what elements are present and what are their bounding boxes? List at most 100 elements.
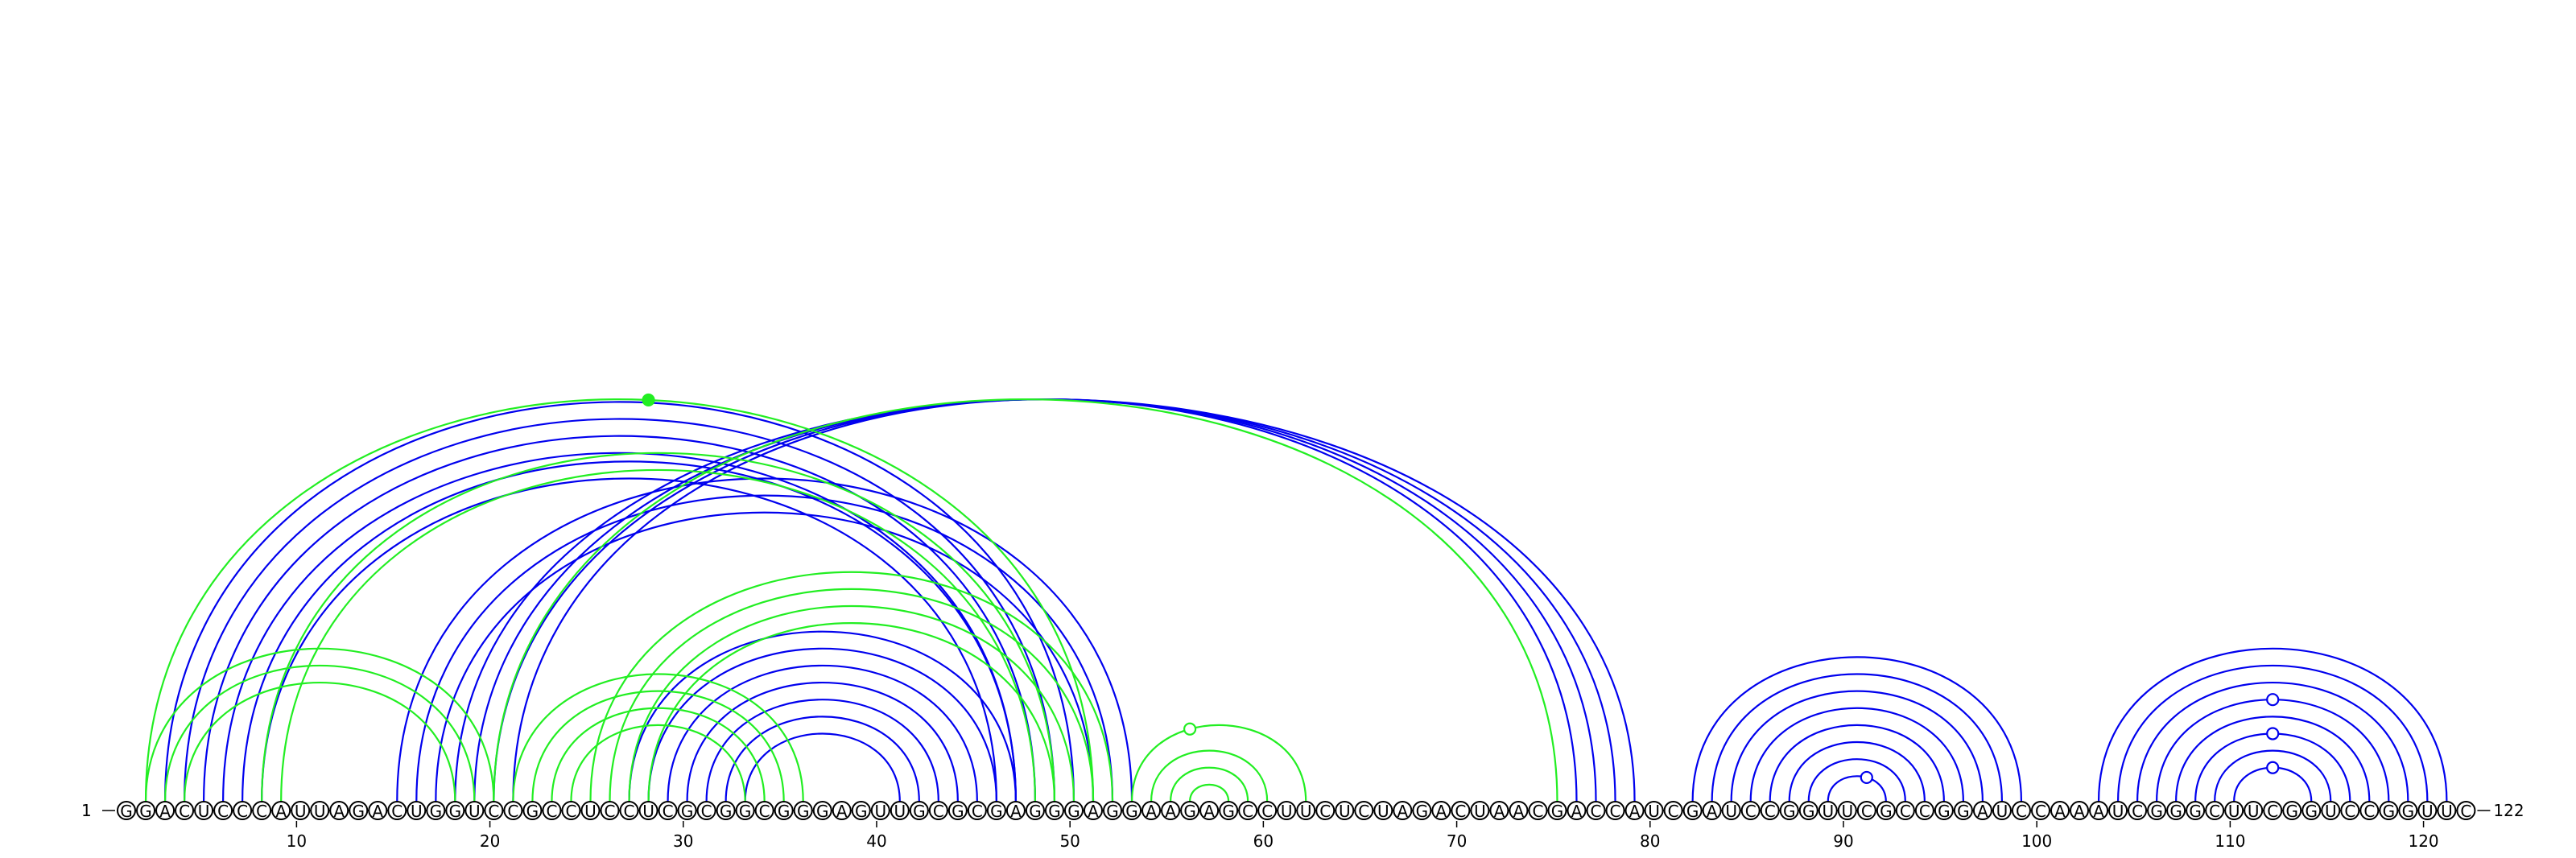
nucleotide-letter: G [1029, 802, 1042, 821]
nucleotide-letter: G [2189, 802, 2202, 821]
base-pair-arc [628, 630, 1018, 802]
nucleotide-letter: G [1067, 802, 1080, 821]
nucleotide-letter: G [855, 802, 868, 821]
nucleotide: A [329, 801, 349, 821]
arc-marker [2266, 761, 2280, 774]
nucleotide: C [387, 801, 407, 821]
nucleotide-letter: C [1900, 802, 1911, 821]
nucleotide-circle [1876, 801, 1896, 820]
nucleotide-circle [542, 801, 562, 820]
nucleotide: G [117, 801, 136, 821]
nucleotide: C [2456, 801, 2476, 821]
nucleotide-circle [890, 801, 910, 820]
nucleotide-circle [117, 801, 136, 820]
base-pair-arc [686, 681, 959, 802]
nucleotide-letter: C [1591, 802, 1602, 821]
nucleotide-letter: G [681, 802, 694, 821]
base-pair-arc [163, 665, 476, 802]
nucleotide: A [1199, 801, 1220, 821]
nucleotide: A [1567, 801, 1587, 821]
nucleotide: A [1624, 801, 1645, 821]
nucleotide-letter: A [1707, 802, 1718, 821]
base-pair-arc [724, 716, 920, 802]
base-pair-arc [667, 665, 978, 802]
nucleotide-circle [2282, 801, 2302, 820]
nucleotide: C [2359, 801, 2380, 821]
nucleotide-circle [812, 801, 832, 820]
axis-tick-label: 10 [287, 831, 307, 851]
nucleotide-circle [1624, 801, 1645, 820]
nucleotide-circle [1528, 801, 1548, 820]
nucleotide-circle [1257, 801, 1278, 820]
nucleotide: C [542, 801, 562, 821]
nucleotide: C [1605, 801, 1625, 821]
nucleotide-circle [1779, 801, 1799, 820]
base-pair-arc [589, 571, 1114, 802]
nucleotide-letter: A [159, 802, 171, 821]
base-pair-arc [396, 477, 1133, 802]
nucleotide-letter: G [2306, 802, 2318, 821]
nucleotide-letter: G [1880, 802, 1893, 821]
nucleotide-circle [774, 801, 794, 820]
nucleotide-circle [2263, 801, 2283, 820]
nucleotide: C [1760, 801, 1780, 821]
nucleotide-circle [793, 801, 813, 820]
base-pair-arc [647, 622, 1056, 802]
axis-tick-label: 100 [2021, 831, 2052, 851]
nucleotide: U [580, 801, 601, 821]
nucleotide-circle [2359, 801, 2380, 820]
nucleotide: U [291, 801, 311, 821]
nucleotide-circle [1238, 801, 1258, 820]
nucleotide: A [832, 801, 852, 821]
nucleotide: U [1992, 801, 2012, 821]
nucleotide-circle [1025, 801, 1045, 820]
nucleotide: U [1296, 801, 1316, 821]
nucleotide-circle [716, 801, 736, 820]
nucleotide-letter: C [2460, 802, 2471, 821]
nucleotide: U [1277, 801, 1297, 821]
nucleotide: C [1895, 801, 1915, 821]
nucleotide-letter: G [1802, 802, 1815, 821]
nucleotide-circle [445, 801, 465, 820]
nucleotide-letter: U [1648, 802, 1660, 821]
nucleotide-circle [851, 801, 871, 820]
nucleotide-letter: C [1861, 802, 1872, 821]
nucleotide-circle [1760, 801, 1780, 820]
base-pair-arc [2116, 665, 2429, 802]
nucleotide: U [2437, 801, 2457, 821]
base-pair-arcs [144, 398, 2448, 802]
nucleotide: C [561, 801, 581, 821]
nucleotide-circle [2224, 801, 2244, 820]
nucleotide-circle [1199, 801, 1220, 820]
nucleotide-letter: C [507, 802, 518, 821]
base-pair-arc [531, 690, 785, 802]
nucleotide: U [870, 801, 890, 821]
nucleotide-letter: C [488, 802, 499, 821]
nucleotide-letter: G [1783, 802, 1796, 821]
nucleotide-circle [561, 801, 581, 820]
base-pair-arc [570, 724, 746, 802]
nucleotide: U [1837, 801, 1857, 821]
nucleotide-circle [136, 801, 156, 820]
nucleotide: U [1373, 801, 1393, 821]
nucleotide-circle [735, 801, 755, 820]
nucleotide: C [2205, 801, 2225, 821]
nucleotide-letter: C [1765, 802, 1776, 821]
nucleotide: G [426, 801, 446, 821]
nucleotide-letter: A [1436, 802, 1447, 821]
nucleotide-letter: U [469, 802, 481, 821]
nucleotide: C [1740, 801, 1761, 821]
nucleotide: U [407, 801, 427, 821]
nucleotide-letter: G [1183, 802, 1196, 821]
nucleotide-circle [1141, 801, 1162, 820]
nucleotide-circle [1895, 801, 1915, 820]
nucleotide-circle [1122, 801, 1142, 820]
start-position-label: 1 [81, 801, 92, 820]
base-pair-arc [261, 477, 997, 802]
nucleotide-circle [2321, 801, 2341, 820]
nucleotide-letter: C [2267, 802, 2278, 821]
nucleotide: G [1934, 801, 1954, 821]
nucleotide-circle [387, 801, 407, 820]
nucleotide: U [890, 801, 910, 821]
